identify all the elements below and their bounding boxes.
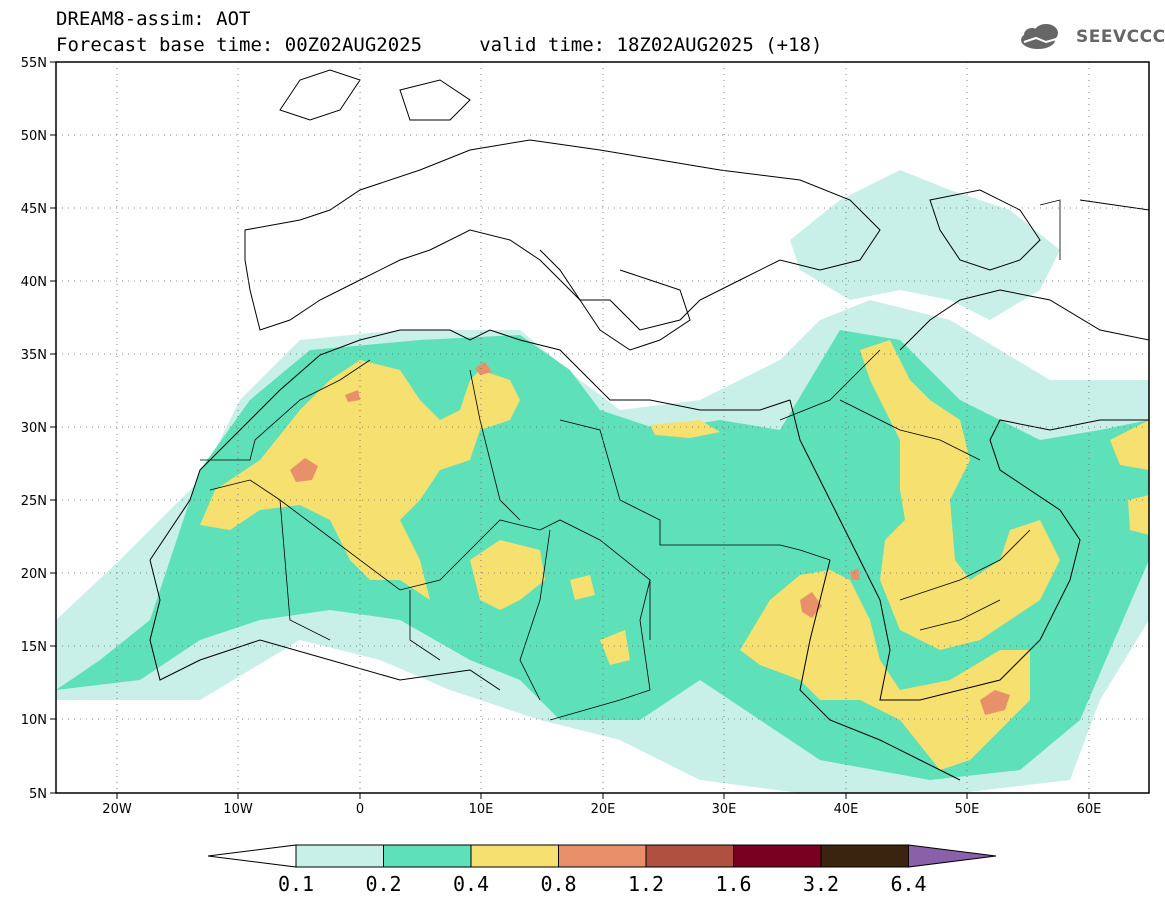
- lon-label: 20W: [102, 802, 132, 817]
- aot-band-08e: [980, 690, 1010, 715]
- latitude-labels: 55N 50N 45N 40N 35N 30N 25N 20N 15N 10N …: [21, 56, 47, 802]
- colorbar-label: 1.2: [627, 872, 665, 896]
- aot-band-04d: [600, 630, 630, 665]
- colorbar-swatch: [383, 844, 472, 868]
- aot-band-08b: [345, 390, 360, 402]
- lat-label: 50N: [21, 129, 47, 144]
- aot-band-04c: [570, 575, 595, 600]
- lon-label: 0: [356, 802, 364, 817]
- colorbar-swatch: [733, 844, 822, 868]
- graticule: [56, 62, 1149, 793]
- colorbar-label: 6.4: [890, 872, 927, 896]
- lon-label: 20E: [591, 802, 616, 817]
- colorbar-label: 0.8: [540, 872, 577, 896]
- aot-band-04f: [860, 340, 1060, 650]
- axis-ticks: [50, 61, 1090, 799]
- aot-band-04h: [1110, 420, 1149, 470]
- lat-label: 10N: [21, 713, 47, 728]
- colorbar-label: 0.4: [452, 872, 490, 896]
- lon-label: 40E: [834, 802, 859, 817]
- colorbar-high-arrow: [908, 844, 997, 868]
- lon-label: 30E: [712, 802, 737, 817]
- forecast-time-info: Forecast base time: 00Z02AUG2025 valid t…: [56, 34, 823, 56]
- lat-label: 35N: [21, 348, 47, 363]
- lon-label: 50E: [955, 802, 980, 817]
- lat-label: 45N: [21, 202, 47, 217]
- lon-label: 10E: [469, 802, 494, 817]
- aot-field: [56, 170, 1149, 793]
- colorbar-label: 1.6: [715, 872, 752, 896]
- aot-band-08d: [800, 592, 822, 618]
- lat-label: 30N: [21, 421, 47, 436]
- lat-label: 15N: [21, 640, 47, 655]
- map-title: DREAM8-assim: AOT: [56, 8, 251, 30]
- aot-band-04g: [740, 570, 1030, 770]
- aot-band-04i: [1128, 495, 1149, 535]
- colorbar-swatch: [820, 844, 909, 868]
- aot-band-04a: [200, 360, 520, 600]
- aot-band-04b: [470, 540, 545, 610]
- lon-label: 60E: [1077, 802, 1102, 817]
- coastlines: [149, 69, 1149, 781]
- colorbar-label: 0.1: [277, 872, 315, 896]
- colorbar-swatch: [645, 844, 734, 868]
- logo-text: SEEVCCC: [1076, 27, 1165, 47]
- aot-band-04e: [650, 420, 720, 438]
- cloud-logo-icon: [1021, 24, 1061, 49]
- aot-band-08f: [850, 568, 860, 580]
- lon-label: 10W: [223, 802, 253, 817]
- colorbar-low-arrow: [207, 844, 297, 868]
- colorbar-swatch: [470, 844, 559, 868]
- aot-band-08c: [475, 362, 492, 375]
- lat-label: 20N: [21, 567, 47, 582]
- aot-band-08a: [290, 458, 318, 482]
- lat-label: 40N: [21, 275, 47, 290]
- colorbar-swatch: [558, 844, 647, 868]
- lat-label: 5N: [29, 787, 47, 802]
- colorbar-swatch: [295, 844, 384, 868]
- colorbar-label: 0.2: [365, 872, 402, 896]
- lat-label: 55N: [21, 56, 47, 71]
- lat-label: 25N: [21, 494, 47, 509]
- country-borders: [200, 199, 1061, 721]
- longitude-labels: 20W 10W 0 10E 20E 30E 40E 50E 60E: [102, 802, 1101, 817]
- colorbar-label: 3.2: [802, 872, 840, 896]
- colorbar: [207, 844, 997, 868]
